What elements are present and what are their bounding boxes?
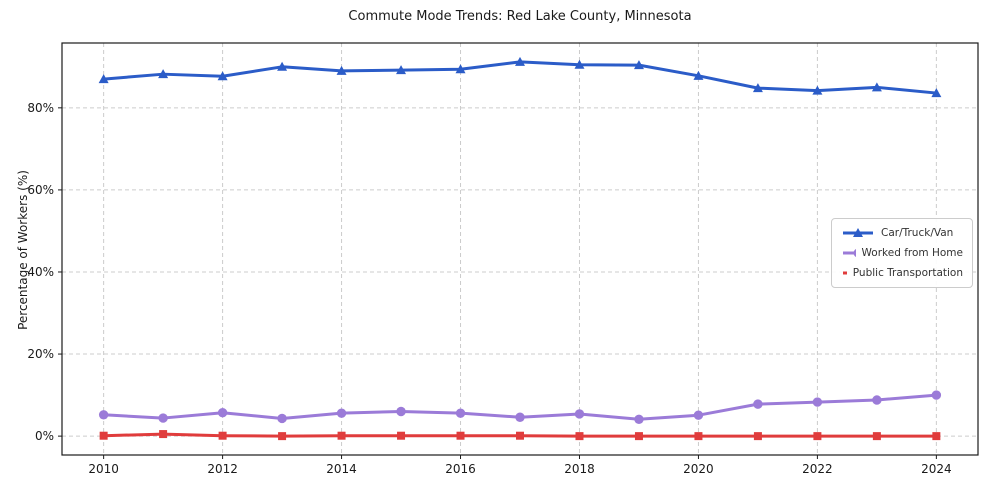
data-point — [931, 390, 942, 400]
legend-marker — [853, 228, 863, 237]
data-point — [98, 410, 109, 420]
data-point — [812, 85, 823, 95]
series-public-transportation — [99, 430, 941, 441]
data-point — [455, 408, 466, 418]
data-point — [218, 431, 227, 440]
x-tick-label: 2012 — [207, 462, 238, 476]
data-point — [515, 56, 525, 66]
data-point — [931, 88, 942, 98]
circle-marker-icon — [843, 249, 856, 257]
y-tick-label: 80% — [27, 101, 54, 115]
series-line-car-truck-van — [102, 60, 938, 95]
legend: Car/Truck/Van Worked from Home Public Tran… — [831, 218, 973, 288]
x-tick-label: 2022 — [802, 462, 833, 476]
legend-label: Car/Truck/Van — [881, 227, 954, 239]
data-point — [574, 59, 585, 69]
data-point — [217, 408, 228, 418]
data-point — [159, 430, 168, 439]
data-point — [932, 432, 941, 441]
data-point — [871, 82, 882, 92]
data-point — [872, 432, 881, 441]
legend-marker — [853, 249, 856, 257]
data-point — [634, 432, 643, 441]
x-tick-label: 2024 — [921, 462, 952, 476]
data-point — [456, 431, 465, 440]
data-point — [337, 431, 346, 440]
data-point — [98, 74, 109, 84]
x-tick-label: 2020 — [683, 462, 714, 476]
data-point — [158, 69, 169, 79]
data-point — [516, 431, 524, 440]
data-point — [575, 432, 584, 441]
data-point — [693, 70, 704, 80]
x-tick-label: 2014 — [326, 462, 357, 476]
data-point — [277, 61, 288, 71]
data-point — [515, 412, 525, 422]
legend-item-public-transportation: Public Transportation — [841, 266, 963, 280]
x-tick-label: 2018 — [564, 462, 595, 476]
square-marker-icon — [843, 271, 847, 275]
data-point — [813, 432, 822, 441]
data-point — [812, 397, 823, 407]
legend-label: Public Transportation — [852, 267, 963, 279]
data-point — [574, 409, 585, 419]
data-point — [277, 413, 287, 424]
data-point — [158, 413, 168, 423]
data-point — [217, 71, 228, 81]
data-point — [752, 83, 763, 93]
y-tick-label: 40% — [27, 265, 54, 279]
data-point — [633, 60, 644, 70]
y-tick-label: 20% — [27, 347, 54, 361]
x-tick-label: 2016 — [445, 462, 476, 476]
data-point — [99, 431, 108, 440]
legend-label: Worked from Home — [861, 247, 963, 259]
y-tick-label: 60% — [27, 183, 54, 197]
series-worked-from-home — [98, 390, 942, 424]
data-point — [753, 399, 763, 409]
chart-title: Commute Mode Trends: Red Lake County, Mi… — [348, 9, 692, 24]
data-point — [336, 408, 347, 418]
data-point — [872, 395, 882, 405]
data-point — [278, 432, 287, 441]
data-point — [693, 410, 704, 420]
data-point — [634, 414, 644, 424]
triangle-up-marker-icon — [843, 228, 873, 237]
grid — [62, 43, 978, 455]
data-point — [396, 406, 406, 417]
axis-ticks — [58, 107, 937, 459]
plot-border — [61, 42, 979, 456]
data-point — [694, 432, 703, 441]
series-car-truck-van — [98, 56, 942, 98]
y-tick-label: 0% — [35, 429, 54, 443]
x-tick-label: 2010 — [88, 462, 119, 476]
data-point — [336, 65, 347, 75]
data-point — [396, 65, 407, 75]
legend-item-worked-from-home: Worked from Home — [841, 246, 963, 260]
data-point — [455, 64, 466, 74]
data-point — [753, 432, 762, 441]
data-point — [397, 431, 406, 440]
legend-item-car-truck-van: Car/Truck/Van — [841, 226, 963, 240]
